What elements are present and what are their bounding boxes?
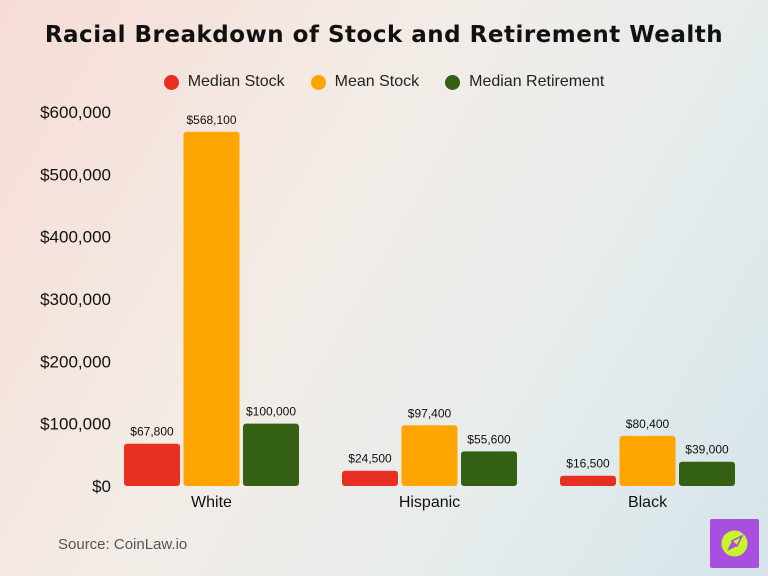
bar [243,423,299,486]
bar [679,461,735,486]
y-tick-label: $300,000 [40,290,111,309]
legend-swatch-median-stock [163,74,179,90]
bar [619,435,676,486]
bar [183,131,240,486]
y-tick-label: $100,000 [40,415,111,434]
legend-label-median-stock: Median Stock [187,73,285,90]
x-tick-label: Hispanic [399,494,460,511]
bar [461,451,517,486]
chart-legend: Median Stock Mean Stock Median Retiremen… [0,73,768,91]
bar-value-label: $97,400 [408,406,452,420]
y-tick-label: $0 [92,477,111,496]
legend-label-median-retirement: Median Retirement [469,73,605,90]
legend-swatch-median-retirement [445,74,461,90]
x-tick-label: White [191,494,232,511]
bar [124,443,180,486]
y-tick-label: $500,000 [40,165,111,184]
logo [710,519,759,568]
legend-item-median-stock: Median Stock [163,73,285,91]
bar [342,470,398,486]
source-note: Source: CoinLaw.io [58,536,188,553]
legend-label-mean-stock: Mean Stock [334,73,420,90]
y-tick-label: $400,000 [40,228,111,247]
bar-value-label: $100,000 [246,405,296,419]
bar [401,425,458,486]
bar-value-label: $39,000 [685,443,729,457]
bar-value-label: $80,400 [626,417,670,431]
legend-item-mean-stock: Mean Stock [310,73,420,91]
bar-value-label: $24,500 [348,452,392,466]
bar-value-label: $67,800 [130,425,174,439]
x-tick-label: Black [628,494,668,511]
bar-value-label: $568,100 [186,113,236,127]
y-tick-label: $200,000 [40,352,111,371]
legend-swatch-mean-stock [310,74,326,90]
chart-title: Racial Breakdown of Stock and Retirement… [44,22,724,48]
bar [560,475,616,486]
bar-value-label: $16,500 [566,457,610,471]
legend-item-median-retirement: Median Retirement [445,73,604,91]
bar-value-label: $55,600 [467,432,511,446]
y-tick-label: $600,000 [40,103,111,122]
compass-icon [721,530,748,557]
